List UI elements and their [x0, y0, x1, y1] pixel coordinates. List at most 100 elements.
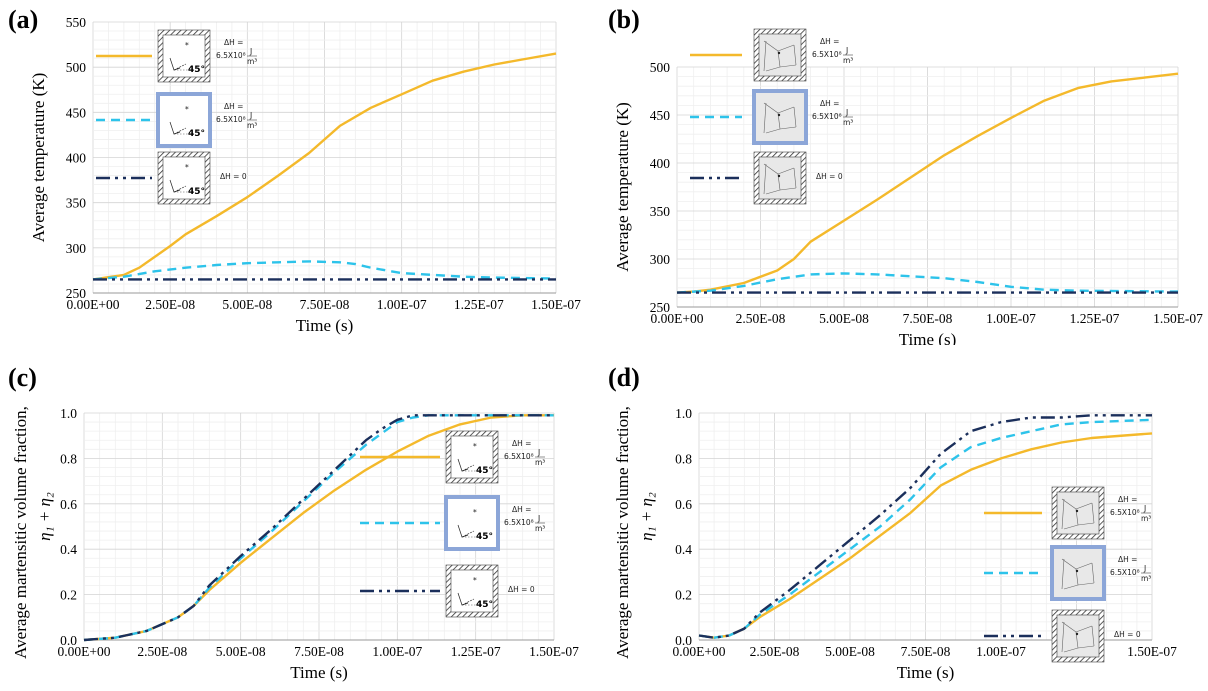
x-tick-label: 1.50E-07	[1153, 311, 1203, 326]
x-tick-label: 1.50E-07	[529, 644, 579, 659]
legend-enthalpy-label: ΔH = 0	[220, 172, 247, 181]
legend-item: ΔH = 6.5X10⁸ Jm³	[984, 486, 1151, 540]
angle-label: 45°	[476, 466, 493, 476]
y-tick-label: 0.4	[60, 542, 77, 557]
legend-dh-prefix: ΔH =	[820, 99, 839, 108]
x-axis-label: Time (s)	[899, 330, 956, 345]
single-crystal-45deg-hatched-icon: * 45°	[445, 430, 499, 484]
legend-dh-value: 6.5X10⁸	[1110, 568, 1140, 577]
single-crystal-45deg-framed-icon: * 45°	[156, 92, 212, 148]
single-crystal-45deg-framed-icon: * 45°	[444, 495, 500, 551]
legend-dh-unit-den: m³	[535, 524, 545, 533]
legend-dh-value: 6.5X10⁸	[216, 51, 246, 60]
y-tick-label: 300	[650, 252, 671, 267]
svg-text:*: *	[473, 576, 477, 585]
legend-dh-value: 6.5X10⁸	[216, 115, 246, 124]
legend-enthalpy-label: ΔH = 6.5X10⁸ Jm³	[504, 439, 545, 467]
legend-enthalpy-label: ΔH = 6.5X10⁸ Jm³	[504, 505, 545, 533]
chart-svg: (d) 0.00E+00 2.50E-08 5.00E-08 7.50E-08 1.00E…	[608, 363, 1177, 682]
legend-item: ΔH = 6.5X10⁸ Jm³	[690, 28, 853, 82]
polycrystal-hatched-icon	[753, 151, 807, 205]
y-tick-label: 300	[66, 241, 87, 256]
y-tick-label: 250	[650, 300, 671, 315]
x-tick-label: 0.00E+00	[58, 644, 111, 659]
legend-dh-prefix: ΔH =	[1118, 555, 1137, 564]
y-tick-label: 450	[66, 105, 87, 120]
y-tick-label: 350	[66, 196, 87, 211]
x-tick-label: 2.50E-08	[137, 644, 187, 659]
y-tick-label: 0.8	[60, 451, 77, 466]
y-tick-label: 0.4	[675, 542, 692, 557]
x-tick-label: 0.00E+00	[673, 644, 726, 659]
legend-dh-zero: ΔH = 0	[816, 172, 843, 181]
series-line-cyan	[83, 414, 554, 642]
polycrystal-hatched-icon	[753, 28, 807, 82]
legend-dh-unit-den: m³	[843, 56, 853, 65]
y-tick-label: 0.2	[675, 588, 692, 603]
x-tick-label: 7.50E-08	[300, 297, 350, 312]
y-tick-label: 0.6	[60, 497, 77, 512]
legend-enthalpy-label: ΔH = 6.5X10⁸ Jm³	[1110, 555, 1151, 583]
series-line-navy	[698, 414, 1152, 639]
legend-dh-zero: ΔH = 0	[508, 585, 535, 594]
y-tick-label: 500	[650, 60, 671, 75]
legend-item: * 45° ΔH = 6.5X10⁸ Jm³	[96, 29, 257, 83]
legend-dh-unit-num: J	[1143, 504, 1146, 513]
x-tick-label: 0.00E+00	[67, 297, 120, 312]
legend-enthalpy-label: ΔH = 6.5X10⁸ Jm³	[216, 102, 257, 130]
legend-dh-prefix: ΔH =	[512, 505, 531, 514]
x-tick-label: 1.25E-07	[454, 297, 504, 312]
panel-label: (a)	[8, 5, 38, 34]
y-tick-label: 0.0	[675, 633, 692, 648]
single-crystal-45deg-hatched-icon: * 45°	[445, 564, 499, 618]
polycrystal-framed-icon	[752, 89, 808, 145]
x-tick-label: 1.25E-07	[1070, 311, 1120, 326]
legend-enthalpy-label: ΔH = 0	[508, 585, 535, 594]
legend-item: ΔH = 6.5X10⁸ Jm³	[690, 89, 853, 145]
chart-svg: (b) 0.00E+00 2.50E-08 5.00E-08 7.50E-08 1.00E…	[608, 5, 1203, 345]
legend-dh-unit-den: m³	[535, 458, 545, 467]
series-line-cyan	[698, 418, 1153, 639]
y-tick-label: 1.0	[60, 406, 77, 421]
legend-dh-value: 6.5X10⁸	[504, 518, 534, 527]
x-tick-label: 2.50E-08	[145, 297, 195, 312]
legend-dh-value: 6.5X10⁸	[504, 452, 534, 461]
legend-item: * 45° ΔH = 0	[96, 151, 247, 205]
legend-dh-unit-num: J	[249, 111, 252, 120]
legend-dh-prefix: ΔH =	[820, 37, 839, 46]
x-axis-label: Time (s)	[290, 663, 347, 682]
svg-text:*: *	[185, 163, 189, 172]
chart-panel-c: (c) 0.00E+00 2.50E-08 5.00E-08 7.50E-08 1.00E…	[0, 346, 604, 691]
single-crystal-45deg-hatched-icon: * 45°	[157, 151, 211, 205]
legend-enthalpy-label: ΔH = 6.5X10⁸ Jm³	[812, 37, 853, 65]
legend-dh-unit-den: m³	[1141, 574, 1151, 583]
legend-dh-unit-num: J	[537, 448, 540, 457]
legend-item: ΔH = 6.5X10⁸ Jm³	[984, 545, 1151, 601]
grid	[83, 412, 555, 641]
svg-text:*: *	[473, 508, 477, 517]
polycrystal-hatched-icon	[1051, 609, 1105, 663]
y-axis-label-eta: η₁ + η₂	[637, 492, 656, 541]
y-tick-label: 0.8	[675, 451, 692, 466]
x-tick-label: 7.50E-08	[903, 311, 953, 326]
x-tick-label: 7.50E-08	[901, 644, 951, 659]
svg-text:*: *	[473, 442, 477, 451]
x-tick-label: 1.50E-07	[531, 297, 581, 312]
legend-dh-prefix: ΔH =	[1118, 495, 1137, 504]
y-tick-label: 0.2	[60, 588, 77, 603]
x-tick-label: 2.50E-08	[750, 644, 800, 659]
y-tick-label: 0.0	[60, 633, 77, 648]
y-tick-label: 400	[66, 151, 87, 166]
series-line-yellow	[83, 414, 554, 642]
x-axis-label: Time (s)	[296, 316, 353, 335]
legend-dh-unit-num: J	[845, 108, 848, 117]
angle-label: 45°	[188, 129, 205, 139]
y-tick-label: 400	[650, 156, 671, 171]
panel-label: (c)	[8, 363, 37, 392]
y-tick-label: 500	[66, 60, 87, 75]
legend-enthalpy-label: ΔH = 6.5X10⁸ Jm³	[216, 38, 257, 66]
legend-dh-unit-den: m³	[247, 121, 257, 130]
x-tick-label: 1.00E-07	[372, 644, 422, 659]
chart-panel-b: (b) 0.00E+00 2.50E-08 5.00E-08 7.50E-08 1.00E…	[604, 0, 1208, 345]
angle-label: 45°	[188, 187, 205, 197]
